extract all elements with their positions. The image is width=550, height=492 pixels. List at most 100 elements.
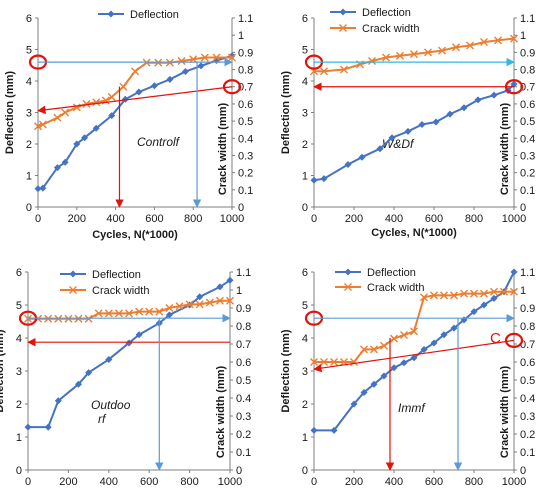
x-tick-label: 200 xyxy=(59,476,77,488)
crack-width-point xyxy=(430,291,438,300)
x-tick-label: 0 xyxy=(35,213,41,225)
y-tick-label: 6 xyxy=(16,267,22,279)
legend-label: Deflection xyxy=(367,267,416,279)
y2-tick-label: 0.8 xyxy=(520,321,535,333)
y-tick-label: 6 xyxy=(26,13,32,25)
y-tick-label: 2 xyxy=(16,399,22,411)
y2-tick-label: 1.1 xyxy=(520,267,535,279)
deflection-point xyxy=(480,301,488,309)
deflection-point xyxy=(418,120,426,128)
y2-tick-label: 0.3 xyxy=(238,150,253,162)
y-tick-label: 6 xyxy=(302,267,308,279)
y-tick-label: 0 xyxy=(16,465,22,477)
legend-entry: Deflection xyxy=(335,267,416,279)
deflection-point xyxy=(75,380,82,388)
y2-axis-label: Crack width (mm) xyxy=(215,366,227,459)
deflection-point xyxy=(44,423,52,431)
chart-panel-wdf: 0 1 2 3 4 5 6 0 0.1 0.2 0.3 0.4 0.5 0.6 0.7 0.8 0.9 1 1.1 0… xyxy=(280,7,535,239)
crack-width-point xyxy=(360,345,368,354)
y2-tick-label: 0.9 xyxy=(520,303,535,315)
y2-axis-label: Crack width (mm) xyxy=(217,103,229,196)
crack-width-point xyxy=(460,289,468,298)
deflection-point xyxy=(420,346,428,354)
series-line-deflection xyxy=(313,83,515,182)
specimen-label: Outdoo xyxy=(91,398,131,412)
y-tick-label: 5 xyxy=(16,300,22,312)
y2-tick-label: 1 xyxy=(238,30,244,42)
y2-tick-label: 0.8 xyxy=(236,321,251,333)
legend-marker xyxy=(339,24,347,32)
specimen-label-line2: rf xyxy=(98,412,107,426)
crack-width-point xyxy=(320,67,328,76)
chart-panel-controlf: 0 1 2 3 4 5 6 0 0.1 0.2 0.3 0.4 0.5 0.6 0.7 0.8 0.9 1 1.1 0… xyxy=(4,9,253,241)
y2-tick-label: 1 xyxy=(236,285,242,297)
crack-width-point xyxy=(480,38,488,47)
y-tick-label: 1 xyxy=(16,432,22,444)
y2-tick-label: 1 xyxy=(520,30,526,42)
deflection-point xyxy=(125,339,133,347)
y2-tick-label: 0 xyxy=(236,465,242,477)
x-tick-label: 1000 xyxy=(220,213,244,225)
deflection-point xyxy=(388,134,396,142)
x-tick-label: 200 xyxy=(345,476,363,488)
deflection-point xyxy=(320,175,328,183)
crack-width-point xyxy=(61,108,70,117)
y2-tick-label: 0.5 xyxy=(236,375,251,387)
y2-tick-label: 0.9 xyxy=(238,47,253,59)
crack-width-point xyxy=(466,41,474,50)
crack-width-point xyxy=(104,309,113,318)
x-tick-label: 800 xyxy=(465,213,483,225)
y-tick-label: 5 xyxy=(302,45,308,57)
specimen-label: W&Df xyxy=(382,137,415,151)
legend-entry: Crack width xyxy=(330,23,419,35)
deflection-point xyxy=(360,388,368,396)
crack-width-point xyxy=(131,67,139,76)
legend-label: Crack width xyxy=(362,23,419,35)
y2-tick-label: 0.1 xyxy=(520,185,535,197)
deflection-point xyxy=(410,354,418,362)
y-tick-label: 6 xyxy=(302,13,308,25)
deflection-point xyxy=(216,283,224,291)
y-tick-label: 4 xyxy=(16,333,22,345)
deflection-point xyxy=(380,372,388,380)
highlight-circle xyxy=(222,79,242,95)
y2-tick-label: 0 xyxy=(520,465,526,477)
y-tick-label: 5 xyxy=(26,45,32,57)
crack-width-point xyxy=(215,296,224,305)
x-tick-label: 0 xyxy=(25,476,31,488)
deflection-point xyxy=(430,339,438,347)
deflection-point xyxy=(121,95,129,103)
x-tick-label: 600 xyxy=(425,476,443,488)
deflection-point xyxy=(446,110,454,118)
y2-axis-label: Crack width (mm) xyxy=(499,366,511,459)
x-tick-label: 1000 xyxy=(502,476,526,488)
y-tick-label: 5 xyxy=(302,300,308,312)
x-tick-label: 400 xyxy=(106,213,124,225)
crack-width-point xyxy=(226,296,234,305)
deflection-point xyxy=(197,62,205,70)
legend-marker xyxy=(339,8,347,16)
deflection-point xyxy=(34,185,42,193)
crack-width-point xyxy=(390,334,398,343)
deflection-point xyxy=(135,331,143,339)
crack-width-point xyxy=(490,287,498,296)
y-tick-label: 4 xyxy=(302,76,308,88)
red-annotation-text: C xyxy=(490,330,501,347)
legend-label: Crack width xyxy=(367,282,424,294)
legend-marker xyxy=(107,10,115,18)
y2-axis-label: Crack width (mm) xyxy=(499,103,511,196)
legend-entry: Deflection xyxy=(60,269,141,281)
x-tick-label: 0 xyxy=(311,476,317,488)
series-line-deflection xyxy=(37,54,233,190)
y2-tick-label: 0.5 xyxy=(238,116,253,128)
crack-width-point xyxy=(438,46,446,55)
y2-tick-label: 0.4 xyxy=(238,133,253,145)
crack-width-point xyxy=(380,341,388,350)
y2-tick-label: 0.8 xyxy=(520,65,535,77)
crack-width-point xyxy=(340,65,348,74)
series-line-crack-width xyxy=(37,56,232,128)
x-tick-label: 1000 xyxy=(218,476,242,488)
legend-entry: Crack width xyxy=(60,285,149,297)
x-tick-label: 400 xyxy=(385,213,403,225)
